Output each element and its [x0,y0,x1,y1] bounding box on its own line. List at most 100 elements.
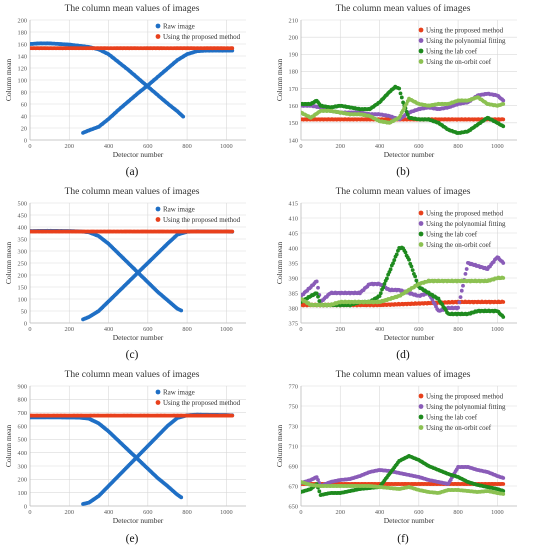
legend-marker-proposed [155,400,161,405]
data-point [456,305,460,310]
panel-letter: (e) [126,533,139,545]
y-tick-label: 0 [24,503,27,510]
x-tick-label: 1000 [491,326,504,333]
x-tick-label: 400 [104,509,113,516]
x-tick-label: 0 [299,509,302,516]
x-tick-label: 1000 [491,143,504,150]
y-tick-label: 160 [18,41,27,48]
legend-label: Using the polynomial fitting [426,37,506,45]
data-point [230,46,235,51]
legend-label: Using the on-orbit coef [426,424,492,432]
chart-title: The column mean values of images [336,186,471,197]
x-axis-label: Detector number [113,516,164,525]
legend-marker-raw [155,389,161,395]
series-orbit [301,480,506,496]
y-tick-label: 40 [21,113,27,120]
legend: Raw image Using the proposed method [155,205,241,224]
chart-panel-2: The column mean values of images 140 150 16… [275,3,517,178]
panel-letter: (b) [396,166,410,178]
y-tick-label: 450 [18,212,27,219]
x-tick-label: 400 [375,509,384,516]
series-orbit [301,275,506,308]
x-tick-label: 800 [182,143,191,150]
legend-label: Using the proposed method [163,33,241,41]
chart-title: The column mean values of images [65,186,200,197]
series-raw [30,41,235,135]
legend-label: Using the lab coef [426,230,478,238]
y-tick-label: 0 [24,137,27,144]
plot-area [30,412,235,506]
y-tick-label: 200 [289,34,298,41]
legend-marker-orbit [418,59,424,64]
series-proposed [30,413,235,418]
legend-marker-proposed [418,393,424,399]
x-tick-label: 200 [65,143,74,150]
legend-marker-proposed [155,217,161,222]
plot-area [30,41,235,135]
y-tick-label: 350 [18,236,27,243]
x-tick-label: 0 [28,509,31,516]
series-proposed [30,229,235,234]
data-point [501,276,506,280]
y-axis-label: Column mean [275,59,284,102]
x-tick-label: 800 [182,326,191,333]
chart-panel-4: The column mean values of images 375 380 38… [275,186,517,361]
plot-area [30,228,235,322]
y-tick-label: 500 [18,437,27,444]
panel-letter: (c) [126,349,139,361]
data-point [501,492,506,496]
x-tick-label: 0 [299,143,302,150]
data-point [388,267,393,272]
data-point [314,279,319,284]
data-point [501,261,506,265]
y-tick-label: 750 [289,403,298,410]
y-tick-label: 200 [18,477,27,484]
y-axis-label: Column mean [4,242,13,285]
data-point [316,285,320,290]
legend-label: Using the proposed method [163,216,241,224]
x-tick-label: 800 [453,509,462,516]
data-point [392,258,397,262]
data-point [501,117,506,122]
y-tick-label: 390 [289,275,298,282]
x-axis-label: Detector number [384,150,435,159]
data-point [394,252,399,257]
y-tick-label: 415 [289,200,298,207]
y-tick-label: 395 [289,260,298,267]
data-point [317,299,322,303]
data-point [501,315,506,319]
y-tick-label: 140 [18,53,27,60]
y-tick-label: 375 [289,320,298,327]
data-point [501,300,506,304]
legend-label: Using the polynomial fitting [426,403,506,411]
y-tick-label: 710 [289,443,298,450]
y-tick-label: 140 [289,137,298,144]
x-tick-label: 0 [28,326,31,333]
y-tick-label: 300 [18,248,27,255]
legend-label: Using the on-orbit coef [426,58,492,66]
y-tick-label: 650 [289,503,298,510]
y-tick-label: 405 [289,230,298,237]
data-point [381,285,386,290]
x-tick-label: 200 [65,326,74,333]
legend-label: Raw image [163,22,195,30]
legend-label: Using the proposed method [426,209,504,217]
legend-marker-orbit [418,425,424,430]
x-axis-label: Detector number [113,150,164,159]
data-point [179,495,184,500]
plot-area [301,84,506,135]
x-tick-label: 800 [453,326,462,333]
legend-marker-lab [418,48,424,54]
legend-marker-raw [155,206,161,212]
y-tick-label: 250 [18,260,27,267]
data-point [230,229,235,234]
chart-title: The column mean values of images [336,369,471,380]
y-tick-label: 210 [289,17,298,24]
y-tick-label: 385 [289,290,298,297]
series-orbit [301,95,506,125]
chart-title: The column mean values of images [336,3,471,14]
series-proposed [30,46,235,51]
legend-marker-proposed [155,34,161,39]
y-tick-label: 80 [21,89,27,96]
data-point [407,257,411,262]
